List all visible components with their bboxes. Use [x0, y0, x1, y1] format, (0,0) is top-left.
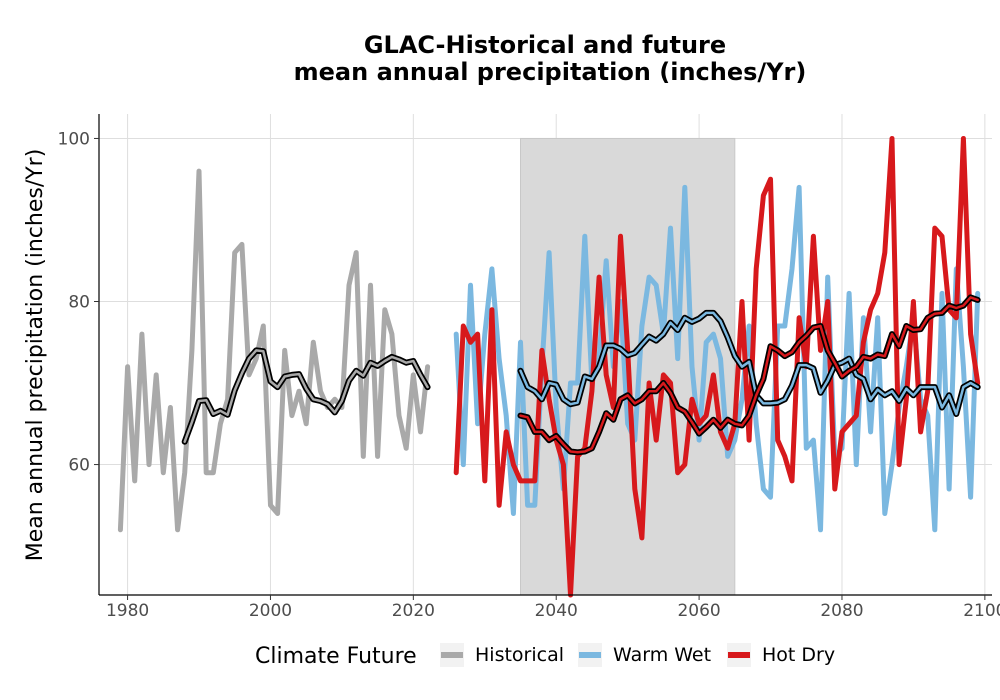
chart-title: GLAC-Historical and future	[364, 31, 726, 59]
x-ticks: 1980 2000 2020 2040 2060 2080 2100	[106, 595, 1000, 621]
moving-average-line-warm-wet	[519, 311, 979, 416]
y-tick-label-1: 80	[68, 293, 90, 313]
moving-average-line-historical	[183, 349, 429, 443]
x-tick-label-2: 2020	[392, 601, 435, 621]
x-tick-label-1: 2000	[249, 601, 292, 621]
legend: Climate Future Historical Warm Wet Hot Dry	[255, 643, 835, 669]
x-tick-label-4: 2060	[677, 601, 720, 621]
series-line-historical	[117, 168, 431, 533]
series-layer	[117, 136, 981, 598]
x-tick-label-5: 2080	[820, 601, 863, 621]
legend-title: Climate Future	[255, 644, 417, 669]
y-tick-label-2: 100	[58, 129, 90, 149]
chart-subtitle: mean annual precipitation (inches/Yr)	[294, 58, 807, 86]
y-axis-label: Mean annual precipitation (inches/Yr)	[23, 149, 48, 562]
x-tick-label-6: 2100	[963, 601, 1000, 621]
series-line-hot-dry	[453, 136, 981, 598]
axes	[98, 114, 992, 596]
legend-label-warm-wet: Warm Wet	[613, 644, 711, 666]
legend-label-hot-dry: Hot Dry	[762, 644, 835, 666]
y-ticks: 60 80 100	[58, 129, 99, 476]
x-tick-label-0: 1980	[106, 601, 149, 621]
moving-average-line-hot-dry	[519, 296, 979, 454]
x-tick-label-3: 2040	[535, 601, 578, 621]
y-tick-label-0: 60	[68, 456, 90, 476]
series-line-warm-wet	[453, 184, 981, 533]
legend-label-historical: Historical	[475, 644, 564, 666]
